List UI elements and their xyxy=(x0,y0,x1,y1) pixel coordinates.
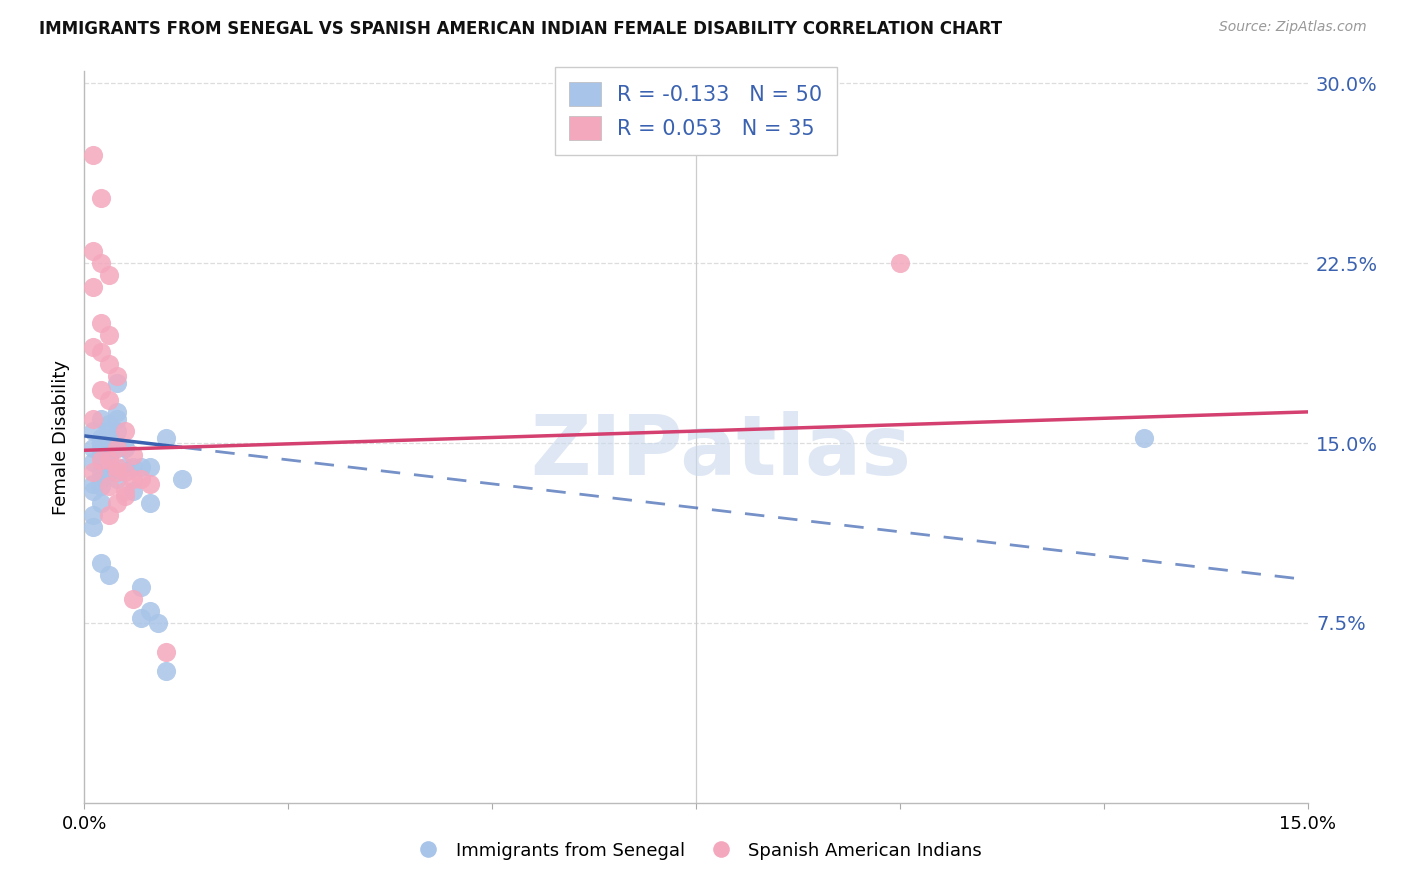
Point xyxy=(97,460,120,475)
Point xyxy=(131,611,153,625)
Point xyxy=(97,453,120,467)
Point xyxy=(90,472,112,486)
Point xyxy=(90,191,112,205)
Point xyxy=(155,645,177,659)
Point xyxy=(138,496,160,510)
Point xyxy=(90,479,112,493)
Point xyxy=(114,483,136,498)
Point xyxy=(82,455,104,469)
Point xyxy=(97,436,120,450)
Point xyxy=(97,441,120,455)
Point xyxy=(105,368,128,383)
Point xyxy=(114,424,136,438)
Point xyxy=(122,483,145,498)
Point xyxy=(97,431,120,445)
Text: Source: ZipAtlas.com: Source: ZipAtlas.com xyxy=(1219,20,1367,34)
Point xyxy=(138,460,160,475)
Point xyxy=(131,472,153,486)
Point xyxy=(114,465,136,479)
Point xyxy=(90,448,112,462)
Point xyxy=(82,148,104,162)
Point xyxy=(105,465,128,479)
Point xyxy=(105,496,128,510)
Point xyxy=(122,472,145,486)
Point xyxy=(82,483,104,498)
Point xyxy=(82,520,104,534)
Point xyxy=(1133,431,1156,445)
Point xyxy=(90,384,112,398)
Point xyxy=(105,405,128,419)
Point xyxy=(82,340,104,354)
Point xyxy=(90,412,112,426)
Point xyxy=(97,392,120,407)
Point xyxy=(97,448,120,462)
Point xyxy=(105,472,128,486)
Point xyxy=(114,489,136,503)
Y-axis label: Female Disability: Female Disability xyxy=(52,359,70,515)
Point xyxy=(97,357,120,371)
Point xyxy=(90,448,112,462)
Point xyxy=(97,465,120,479)
Point xyxy=(105,441,128,455)
Point xyxy=(105,441,128,455)
Point xyxy=(90,453,112,467)
Point xyxy=(155,431,177,445)
Point xyxy=(138,604,160,618)
Point xyxy=(82,441,104,455)
Point xyxy=(97,417,120,431)
Point xyxy=(97,268,120,283)
Point xyxy=(90,316,112,330)
Point xyxy=(889,256,911,270)
Point xyxy=(97,453,120,467)
Point xyxy=(82,280,104,294)
Point xyxy=(90,256,112,270)
Point xyxy=(97,479,120,493)
Point xyxy=(131,580,153,594)
Point xyxy=(82,476,104,491)
Point xyxy=(90,556,112,570)
Point xyxy=(97,424,120,438)
Point xyxy=(131,460,153,475)
Point xyxy=(90,345,112,359)
Legend: Immigrants from Senegal, Spanish American Indians: Immigrants from Senegal, Spanish America… xyxy=(404,835,988,867)
Point xyxy=(82,424,104,438)
Point xyxy=(122,460,145,475)
Point xyxy=(90,431,112,445)
Point xyxy=(138,476,160,491)
Point xyxy=(105,376,128,391)
Point xyxy=(90,496,112,510)
Point xyxy=(114,441,136,455)
Point xyxy=(82,508,104,522)
Point xyxy=(90,441,112,455)
Point xyxy=(114,441,136,455)
Text: IMMIGRANTS FROM SENEGAL VS SPANISH AMERICAN INDIAN FEMALE DISABILITY CORRELATION: IMMIGRANTS FROM SENEGAL VS SPANISH AMERI… xyxy=(39,20,1002,37)
Text: ZIPatlas: ZIPatlas xyxy=(530,411,911,492)
Point xyxy=(97,328,120,343)
Point xyxy=(172,472,194,486)
Point xyxy=(90,465,112,479)
Point xyxy=(122,448,145,462)
Point xyxy=(146,615,169,630)
Point xyxy=(105,412,128,426)
Point xyxy=(122,591,145,606)
Point xyxy=(105,424,128,438)
Point xyxy=(82,412,104,426)
Point xyxy=(97,568,120,582)
Point xyxy=(114,460,136,475)
Point xyxy=(97,508,120,522)
Point xyxy=(82,244,104,259)
Point xyxy=(90,436,112,450)
Point xyxy=(105,460,128,475)
Point xyxy=(82,465,104,479)
Point xyxy=(155,664,177,678)
